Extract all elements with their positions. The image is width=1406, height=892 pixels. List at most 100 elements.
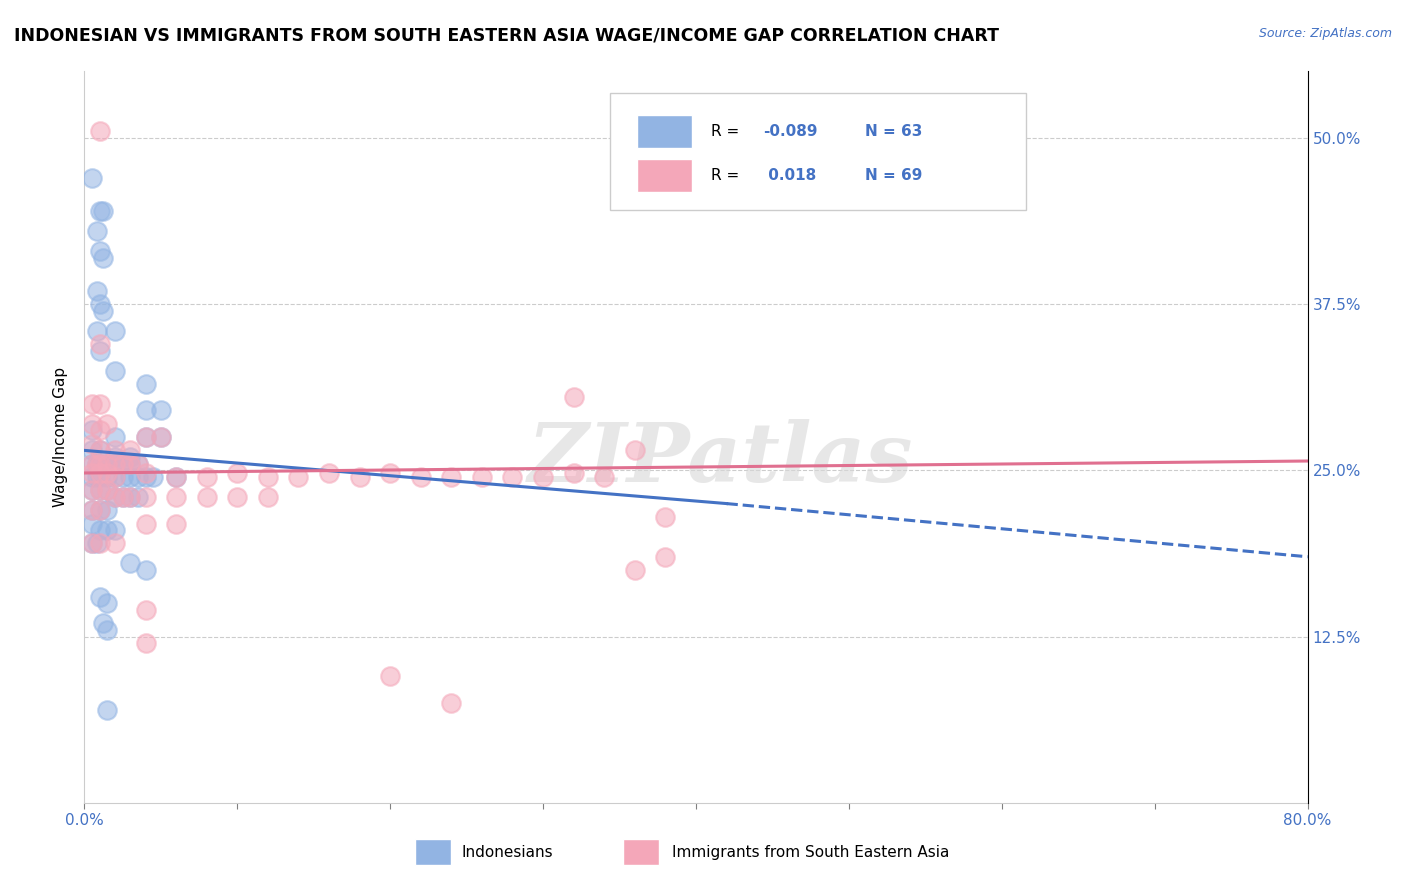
Point	[96, 596, 118, 610]
Point	[127, 457, 149, 471]
Point	[135, 603, 157, 617]
Bar	[623, 839, 659, 865]
Point	[127, 470, 149, 484]
Text: -0.089: -0.089	[763, 124, 818, 139]
Point	[96, 417, 118, 431]
Point	[149, 430, 172, 444]
Point	[111, 457, 134, 471]
Point	[89, 470, 111, 484]
Point	[257, 470, 280, 484]
Point	[349, 470, 371, 484]
Point	[80, 443, 103, 458]
Point	[104, 523, 127, 537]
Point	[127, 457, 149, 471]
Text: Immigrants from South Eastern Asia: Immigrants from South Eastern Asia	[672, 845, 949, 860]
Point	[86, 324, 108, 338]
Point	[80, 483, 103, 498]
Point	[89, 457, 111, 471]
Point	[91, 251, 114, 265]
Point	[89, 424, 111, 438]
Point	[89, 443, 111, 458]
Point	[96, 483, 118, 498]
Point	[226, 490, 249, 504]
Point	[80, 483, 103, 498]
Point	[86, 470, 108, 484]
Text: INDONESIAN VS IMMIGRANTS FROM SOUTH EASTERN ASIA WAGE/INCOME GAP CORRELATION CHA: INDONESIAN VS IMMIGRANTS FROM SOUTH EAST…	[14, 27, 1000, 45]
Point	[165, 470, 187, 484]
Point	[111, 470, 134, 484]
Point	[120, 490, 142, 504]
Point	[104, 363, 127, 377]
Point	[80, 466, 103, 480]
Point	[80, 170, 103, 185]
Bar	[637, 159, 692, 192]
Point	[471, 470, 494, 484]
Point	[149, 403, 172, 417]
Point	[96, 457, 118, 471]
Point	[135, 563, 157, 577]
Point	[104, 470, 127, 484]
Y-axis label: Wage/Income Gap: Wage/Income Gap	[53, 367, 69, 508]
Point	[165, 470, 187, 484]
Point	[89, 457, 111, 471]
Point	[91, 204, 114, 219]
Point	[80, 503, 103, 517]
Point	[86, 224, 108, 238]
Point	[111, 490, 134, 504]
Point	[531, 470, 554, 484]
Point	[135, 466, 157, 480]
Text: 0.018: 0.018	[763, 168, 817, 183]
Point	[80, 536, 103, 550]
Point	[562, 390, 585, 404]
Text: N = 63: N = 63	[865, 124, 922, 139]
Point	[624, 443, 647, 458]
Point	[89, 337, 111, 351]
Point	[104, 490, 127, 504]
Point	[149, 430, 172, 444]
Point	[89, 503, 111, 517]
Text: R =: R =	[710, 168, 744, 183]
Point	[104, 536, 127, 550]
Point	[80, 536, 103, 550]
Point	[86, 457, 108, 471]
Point	[287, 470, 309, 484]
Point	[111, 457, 134, 471]
Point	[96, 703, 118, 717]
Point	[142, 470, 165, 484]
Point	[89, 124, 111, 138]
Point	[135, 430, 157, 444]
Point	[409, 470, 432, 484]
Point	[111, 490, 134, 504]
Point	[120, 443, 142, 458]
Point	[440, 696, 463, 710]
Text: Source: ZipAtlas.com: Source: ZipAtlas.com	[1258, 27, 1392, 40]
Text: R =: R =	[710, 124, 744, 139]
Point	[89, 483, 111, 498]
Point	[257, 490, 280, 504]
Point	[91, 303, 114, 318]
Point	[86, 284, 108, 298]
Point	[104, 490, 127, 504]
Point	[89, 590, 111, 604]
Point	[318, 466, 340, 480]
Point	[135, 490, 157, 504]
Text: Indonesians: Indonesians	[461, 845, 553, 860]
Point	[624, 563, 647, 577]
Bar	[415, 839, 451, 865]
Point	[89, 244, 111, 258]
Point	[120, 470, 142, 484]
Point	[104, 443, 127, 458]
Point	[89, 483, 111, 498]
Point	[562, 466, 585, 480]
Point	[96, 470, 118, 484]
Point	[120, 557, 142, 571]
Point	[89, 297, 111, 311]
Point	[502, 470, 524, 484]
Point	[91, 616, 114, 631]
Point	[593, 470, 616, 484]
Point	[89, 204, 111, 219]
Point	[226, 466, 249, 480]
Point	[135, 403, 157, 417]
Point	[380, 466, 402, 480]
Point	[89, 536, 111, 550]
